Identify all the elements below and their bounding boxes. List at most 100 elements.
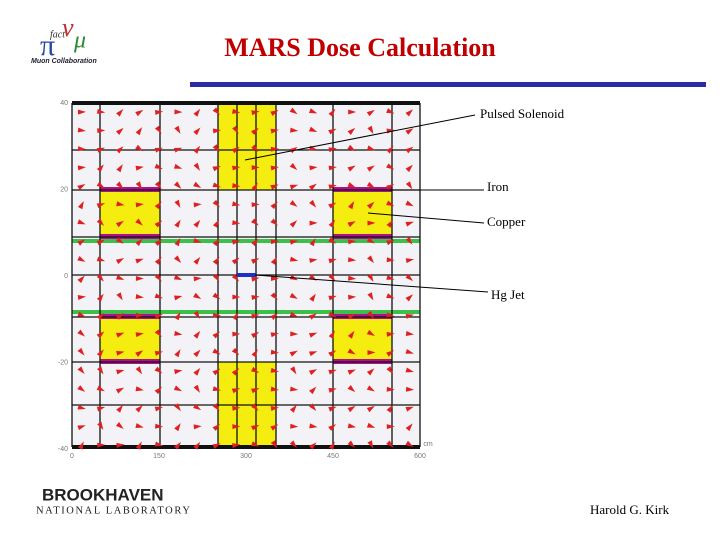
- field-arrow: [173, 385, 183, 392]
- field-arrow: [366, 201, 375, 210]
- field-arrow: [232, 424, 241, 430]
- field-arrow: [251, 349, 258, 358]
- field-arrow: [135, 127, 143, 136]
- field-arrow: [193, 367, 201, 376]
- field-arrow: [193, 181, 202, 189]
- field-arrow: [308, 108, 318, 114]
- field-arrow: [212, 292, 221, 300]
- field-arrow: [290, 423, 299, 429]
- field-arrow: [347, 257, 357, 263]
- field-arrow: [232, 183, 241, 188]
- field-arrow: [154, 238, 163, 247]
- field-arrow: [154, 110, 164, 115]
- field-arrow: [135, 386, 144, 392]
- field-arrow: [270, 349, 279, 355]
- field-arrow: [173, 255, 182, 263]
- field-arrow: [212, 199, 220, 208]
- field-arrow: [115, 332, 125, 338]
- field-arrow: [405, 146, 414, 154]
- field-arrow: [115, 258, 125, 265]
- field-arrow: [232, 294, 241, 300]
- field-arrow: [96, 331, 105, 339]
- field-arrow: [193, 310, 200, 319]
- field-arrow: [328, 388, 337, 393]
- author: Harold G. Kirk: [590, 502, 670, 517]
- field-arrow: [367, 273, 374, 282]
- field-arrow: [251, 388, 260, 394]
- field-arrow: [96, 147, 106, 153]
- field-arrow: [135, 366, 143, 375]
- field-arrow: [289, 311, 299, 317]
- field-arrow: [405, 236, 413, 245]
- x-unit: cm: [423, 441, 433, 448]
- field-arrow: [309, 403, 317, 412]
- logo-pi: π: [40, 29, 55, 62]
- field-arrow: [309, 199, 317, 208]
- title: MARS Dose Calculation: [224, 33, 496, 62]
- field-arrow: [97, 128, 106, 134]
- field-arrow: [212, 331, 221, 339]
- field-arrow: [115, 237, 124, 244]
- field-arrow: [154, 220, 163, 228]
- field-arrow: [270, 146, 279, 152]
- field-arrow: [193, 330, 201, 339]
- field-arrow: [308, 183, 317, 191]
- green-bands: [72, 239, 420, 314]
- field-arrow: [231, 239, 241, 245]
- field-arrow: [96, 349, 104, 358]
- field-arrow: [405, 164, 413, 173]
- field-arrow: [77, 255, 86, 262]
- field-arrow: [193, 127, 201, 136]
- field-arrow: [154, 163, 163, 170]
- field-arrow: [250, 331, 260, 339]
- field-arrow: [251, 110, 260, 116]
- field-arrow: [154, 273, 162, 282]
- field-arrow: [270, 165, 279, 171]
- field-arrow: [386, 331, 395, 337]
- field-arrow: [309, 165, 318, 171]
- field-arrow: [174, 109, 183, 115]
- field-arrow: [231, 273, 240, 282]
- field-arrow: [77, 441, 84, 450]
- field-arrow: [97, 442, 106, 448]
- field-arrow: [173, 147, 183, 153]
- field-arrow: [347, 313, 356, 320]
- field-arrow: [347, 127, 356, 136]
- field-arrow: [328, 219, 336, 228]
- field-arrow: [154, 386, 162, 395]
- field-arrow: [193, 441, 201, 450]
- field-arrow: [270, 201, 278, 210]
- field-arrow: [96, 366, 104, 375]
- field-arrow: [348, 109, 357, 115]
- logo-caption: Muon Collaboration: [31, 58, 97, 65]
- field-arrow: [154, 329, 162, 338]
- field-arrow: [173, 274, 183, 280]
- field-arrow: [367, 440, 374, 449]
- field-arrow: [405, 221, 414, 227]
- field-arrow: [309, 237, 316, 247]
- field-arrow: [174, 199, 181, 209]
- field-arrow: [328, 258, 337, 264]
- field-arrow: [309, 258, 318, 264]
- muon-logo: fact π ν μ Muon Collaboration: [31, 13, 97, 65]
- field-arrow: [309, 423, 318, 429]
- field-arrow: [116, 369, 125, 375]
- field-arrow: [135, 294, 144, 299]
- field-arrow: [173, 181, 182, 189]
- field-arrow: [212, 368, 221, 376]
- field-arrow: [347, 221, 356, 228]
- y-tick-label: 0: [64, 273, 68, 280]
- field-arrow: [328, 350, 337, 357]
- field-arrow: [251, 144, 259, 152]
- field-arrow: [366, 368, 375, 376]
- field-arrow: [174, 369, 183, 375]
- field-arrow: [251, 238, 259, 247]
- field-arrow: [193, 276, 202, 282]
- field-arrow: [212, 273, 220, 282]
- field-arrow: [154, 181, 162, 190]
- field-arrow: [96, 293, 104, 302]
- field-arrow: [405, 200, 414, 207]
- field-arrow: [174, 441, 182, 450]
- field-arrow: [174, 423, 181, 432]
